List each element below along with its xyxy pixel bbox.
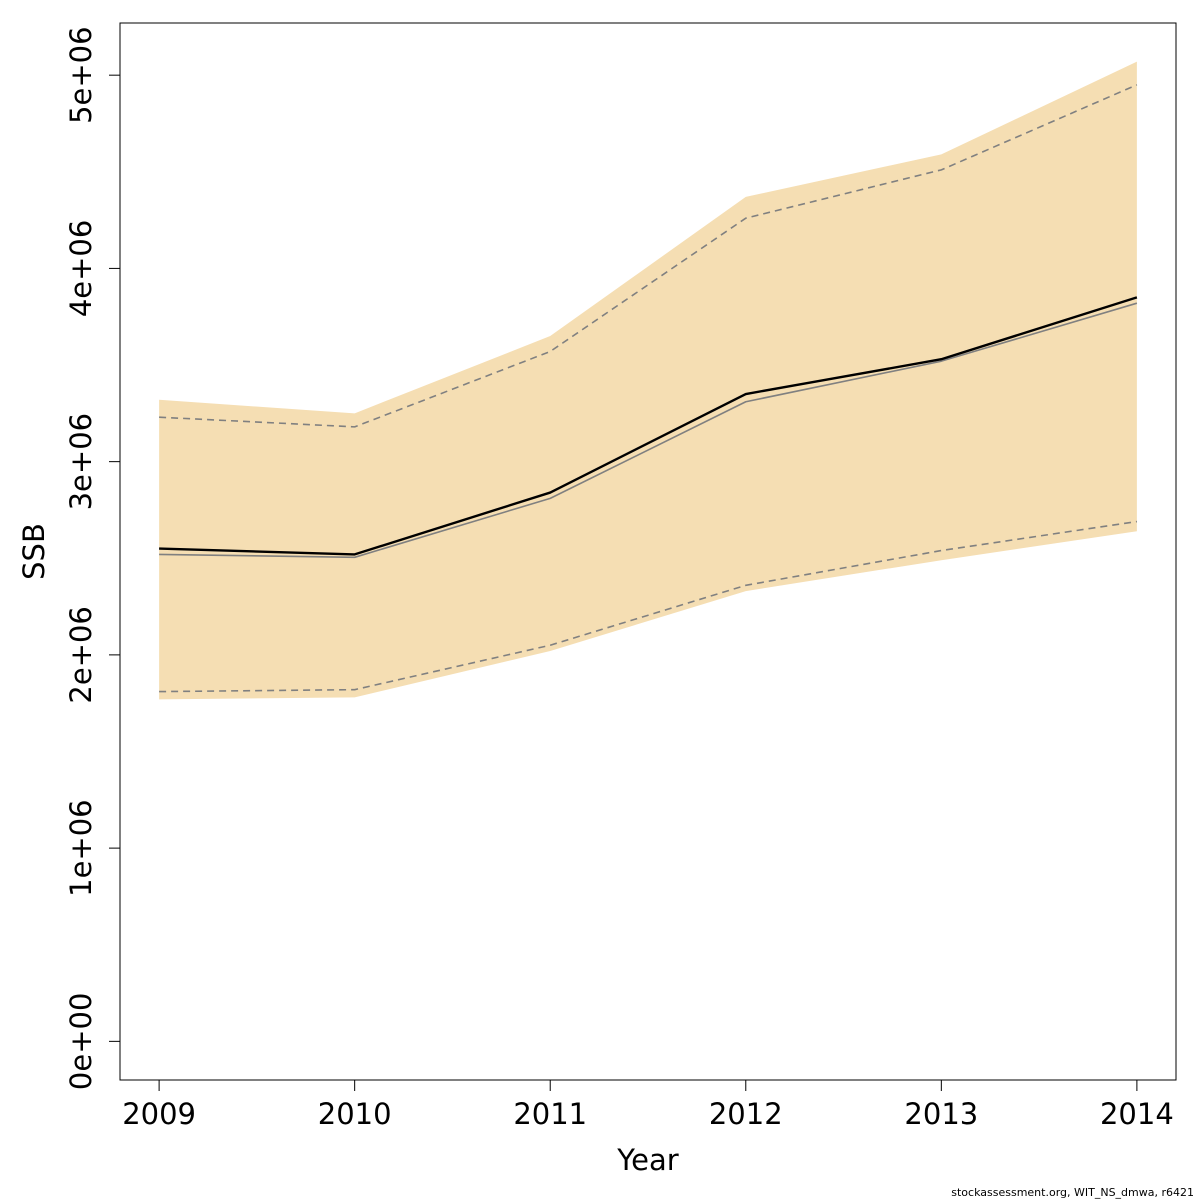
y-tick-label: 1e+06 <box>64 799 98 897</box>
x-tick-label: 2012 <box>709 1097 783 1131</box>
x-tick-label: 2013 <box>904 1097 978 1131</box>
y-tick-label: 3e+06 <box>64 413 98 511</box>
series-line-3 <box>159 520 1138 693</box>
y-tick-label: 4e+06 <box>64 220 98 318</box>
x-tick-label: 2009 <box>122 1097 196 1131</box>
series-line-1 <box>159 302 1138 559</box>
y-tick-label: 5e+06 <box>64 26 98 124</box>
y-tick-label: 2e+06 <box>64 606 98 704</box>
y-axis: 0e+00 1e+06 2e+06 3e+06 4e+06 5e+06 <box>64 26 121 1091</box>
footer-credit: stockassessment.org, WIT_NS_dmwa, r6421 <box>951 1186 1194 1199</box>
x-tick-label: 2010 <box>318 1097 392 1131</box>
y-axis-title: SSB <box>17 523 51 580</box>
confidence-band <box>159 61 1137 700</box>
x-tick-label: 2014 <box>1100 1097 1174 1131</box>
x-tick-label: 2011 <box>513 1097 587 1131</box>
x-axis: 2009 2010 2011 2012 2013 2014 <box>122 1079 1174 1131</box>
series-line-2 <box>159 84 1138 428</box>
confidence-band-layer <box>159 61 1137 700</box>
series-layer <box>159 84 1138 693</box>
y-tick-label: 0e+00 <box>64 993 98 1091</box>
x-axis-title: Year <box>616 1143 678 1177</box>
series-line-0 <box>159 296 1138 556</box>
